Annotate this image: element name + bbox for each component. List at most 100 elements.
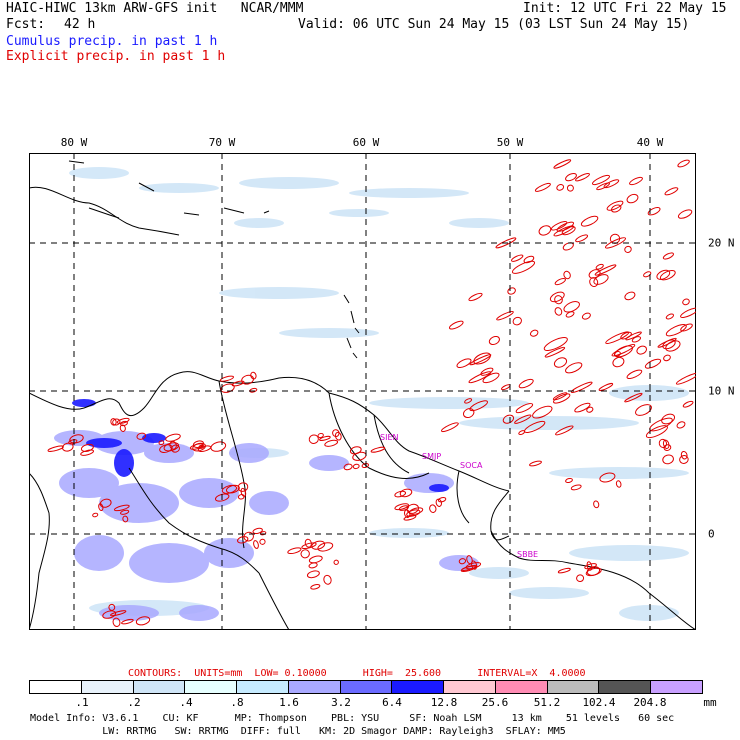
precip-contour	[658, 438, 668, 448]
precip-contour	[554, 278, 566, 286]
precip-contour	[301, 542, 317, 550]
precip-contour	[592, 174, 610, 186]
precip-contour	[308, 555, 323, 564]
precip-contour	[469, 354, 492, 366]
precip-contour	[680, 323, 693, 332]
precip-contour	[662, 252, 674, 260]
precip-contour	[518, 430, 526, 436]
cumulus-legend-text: Cumulus precip. in past 1 h	[6, 34, 218, 49]
precip-contour	[243, 531, 254, 542]
precip-contour	[468, 292, 483, 302]
precip-contour	[586, 406, 594, 413]
precip-contour	[514, 414, 532, 424]
precip-contour	[553, 225, 575, 237]
precip-contour	[612, 356, 625, 368]
precip-contour	[554, 307, 563, 316]
precip-contour	[594, 264, 617, 276]
precip-contour	[624, 392, 643, 403]
color-scale-swatch	[81, 681, 134, 693]
precip-contour	[343, 463, 353, 471]
coastlines	[29, 160, 696, 630]
precip-contour	[121, 618, 134, 625]
precip-contour	[352, 463, 360, 470]
precip-contour	[677, 209, 693, 219]
precip-contour	[563, 270, 571, 280]
precip-contour	[122, 515, 129, 523]
precip-contour	[553, 159, 572, 169]
precip-contour	[92, 512, 99, 518]
precip-contour	[473, 352, 491, 365]
precip-contour	[570, 381, 593, 393]
lon-label-50w: 50 W	[496, 136, 524, 149]
color-scale-swatch	[237, 681, 289, 693]
precip-contour	[231, 380, 245, 387]
precip-contour	[110, 418, 117, 426]
precip-contour	[645, 425, 668, 439]
precip-contour	[324, 439, 339, 447]
precip-contour	[113, 504, 130, 512]
model-info-line1: Model Info: V3.6.1 CU: KF MP: Thompson P…	[30, 713, 675, 724]
color-scale-swatch	[392, 681, 445, 693]
precip-contour	[308, 562, 318, 569]
precipitation-map	[29, 153, 696, 630]
precip-contour	[495, 237, 517, 249]
precip-contour	[679, 455, 689, 464]
station-label-sien: SIEN	[380, 433, 399, 442]
precip-contour	[550, 221, 568, 231]
color-scale-swatch	[185, 681, 238, 693]
precip-contour	[219, 375, 234, 382]
precip-contour	[584, 563, 597, 570]
precip-contour	[563, 301, 580, 313]
precip-contour	[163, 442, 180, 452]
precip-contour	[549, 291, 565, 303]
precip-contour	[102, 610, 117, 619]
precip-contour	[586, 561, 593, 571]
precip-contour	[565, 362, 583, 374]
station-label-sbbe: SBBE	[517, 550, 539, 559]
precip-contour	[120, 509, 130, 515]
explicit-precip-contours	[47, 159, 696, 627]
precip-contour	[515, 403, 534, 414]
precip-contour	[68, 439, 78, 445]
precip-contour	[613, 351, 621, 357]
precip-contour	[310, 584, 321, 590]
precip-contour	[553, 393, 571, 404]
precip-contour	[112, 617, 121, 627]
precip-contour	[394, 503, 409, 511]
contours-info: CONTOURS: UNITS=mm LOW= 0.10000 HIGH= 25…	[128, 668, 586, 679]
scale-label: 204.8	[633, 696, 667, 709]
precip-contour	[661, 413, 676, 425]
precip-contour	[615, 480, 622, 488]
explicit-legend-text: Explicit precip. in past 1 h	[6, 49, 226, 64]
precip-contour	[119, 424, 126, 432]
precip-contour	[529, 329, 539, 337]
precip-contour	[595, 263, 604, 270]
precip-contour	[225, 484, 240, 494]
scale-label: 25.6	[481, 696, 509, 709]
precip-contour	[565, 172, 577, 182]
precip-contour	[110, 610, 127, 617]
color-scale-bar	[29, 680, 703, 694]
precip-contour	[682, 298, 690, 306]
precip-contour	[408, 507, 424, 515]
precip-contour	[466, 555, 473, 565]
precip-contour	[665, 313, 675, 320]
precip-contour	[575, 173, 590, 182]
color-scale-swatch	[133, 681, 186, 693]
precip-contour	[574, 402, 591, 413]
precip-contour	[644, 358, 662, 369]
color-scale-swatch	[30, 681, 82, 693]
lon-label-40w: 40 W	[636, 136, 664, 149]
precip-contour	[523, 255, 535, 264]
precip-contour	[538, 225, 552, 236]
precip-contour	[214, 493, 230, 502]
precip-contour	[593, 274, 609, 285]
precip-contour	[580, 215, 599, 227]
scale-label: 3.2	[331, 696, 351, 709]
precip-contour	[468, 371, 492, 384]
scale-label: 12.8	[430, 696, 458, 709]
precip-contour	[108, 603, 116, 611]
precip-contour	[629, 176, 643, 186]
precip-contour	[511, 260, 536, 274]
scale-label: 1.6	[279, 696, 299, 709]
